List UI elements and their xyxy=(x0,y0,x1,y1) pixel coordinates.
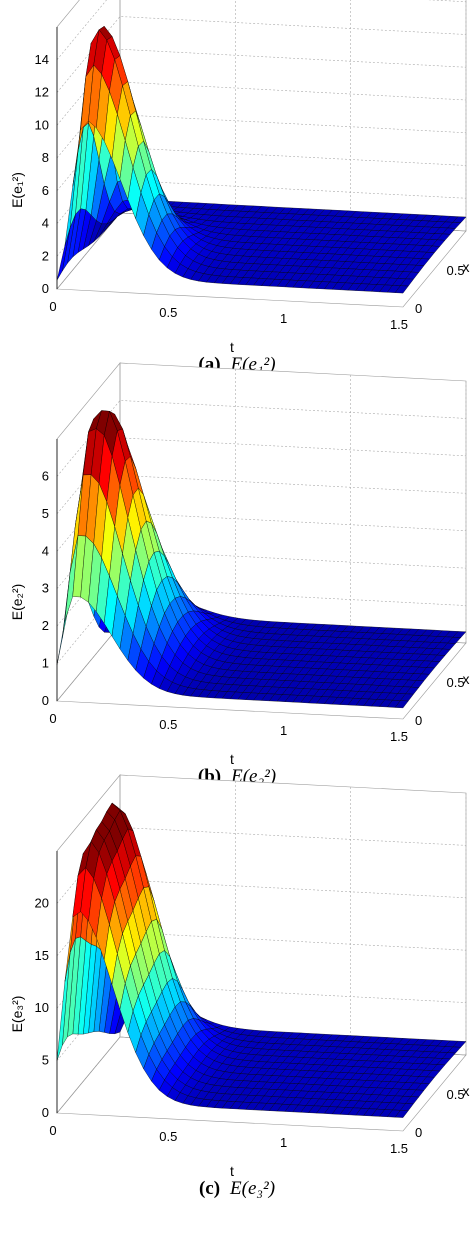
plot-2-x-tick-label: 0.5 xyxy=(447,1087,465,1102)
plot-0-x-tick-label: 0 xyxy=(415,301,422,316)
plot-1-z-tick-label: 6 xyxy=(42,468,49,483)
plot-1-grid-hline xyxy=(56,587,467,664)
plot-0-z-tick-label: 14 xyxy=(35,52,49,67)
plot-1-x-axis-label: x xyxy=(463,671,470,687)
plot-2-floor xyxy=(56,1036,467,1132)
plot-0-z-tick-label: 10 xyxy=(35,117,49,132)
plot-2-grid-hline xyxy=(56,984,467,1061)
plot-2-x-axis-label: x xyxy=(463,1083,470,1099)
plot-0-t-tick-label: 1.5 xyxy=(390,317,408,332)
plot-1-z-tick-label: 4 xyxy=(42,543,49,558)
plot-1-x-tick-label: 0.5 xyxy=(447,675,465,690)
plot-0-z-tick-label: 12 xyxy=(35,85,49,100)
plot-1-t-tick-label: 0 xyxy=(49,711,56,726)
caption-c-tag: (c) xyxy=(198,1178,221,1199)
plot-2-t-axis-label: t xyxy=(230,1163,234,1179)
plot-0-t-tick-label: 0.5 xyxy=(159,305,177,320)
plot-0-surface-patch xyxy=(394,285,409,294)
plot-2-surface-patch xyxy=(394,1110,409,1118)
plot-1-z-axis-label: E(e₂²) xyxy=(9,584,25,621)
plot-0-z-tick-label: 4 xyxy=(42,216,49,231)
plot-0-z-tick-label: 2 xyxy=(42,248,49,263)
plot-1-t-tick-label: 1 xyxy=(280,723,287,738)
plot-1-surface-patch xyxy=(394,700,409,709)
plot-0-t-axis-label: t xyxy=(230,339,234,355)
plot-2-t-tick-label: 0 xyxy=(49,1123,56,1138)
plot-2-z-tick-label: 5 xyxy=(42,1053,49,1068)
plot-0-z-tick-label: 8 xyxy=(42,150,49,165)
plot-2-z-axis-label: E(e₃²) xyxy=(9,996,25,1033)
plot-1-t-tick-label: 1.5 xyxy=(390,729,408,744)
plot-0-x-tick-label: 0.5 xyxy=(447,263,465,278)
plot-1-z-tick-label: 1 xyxy=(42,656,49,671)
plot-1-surface-patch xyxy=(56,572,71,666)
plot-0-grid-hline xyxy=(56,81,467,159)
plot-2-z-tick-label: 20 xyxy=(35,895,49,910)
plot-1-t-tick-label: 0.5 xyxy=(159,717,177,732)
plot-1-z-tick-label: 5 xyxy=(42,506,49,521)
plot-2-z-tick-label: 15 xyxy=(35,948,49,963)
plot-0-z-axis-label: E(e₁²) xyxy=(9,172,25,208)
plot-0-t-tick-label: 0 xyxy=(49,299,56,314)
plot-1-z-tick-label: 0 xyxy=(42,693,49,708)
plot-0-x-axis-label: x xyxy=(463,259,470,275)
plot-1-z-tick-label: 2 xyxy=(42,618,49,633)
plot-2-t-tick-label: 1.5 xyxy=(390,1141,408,1156)
plot-0-z-tick-label: 0 xyxy=(42,281,49,296)
plot-0-back-wall xyxy=(119,0,467,232)
plot-1-surface xyxy=(56,410,467,709)
plot-2-z-tick-label: 0 xyxy=(42,1105,49,1120)
plot-1-z-tick-label: 3 xyxy=(42,581,49,596)
plot-2-surface xyxy=(56,802,467,1118)
plot-0-grid-hline xyxy=(56,0,467,60)
plot-1-x-tick-label: 0 xyxy=(415,713,422,728)
plot-1-grid-hline xyxy=(56,437,467,515)
plot-0-grid-hline xyxy=(56,48,467,126)
caption-c: (c) E(e₃²) xyxy=(0,1178,474,1200)
plot-0-grid-hline xyxy=(56,16,467,93)
plot-0-surface xyxy=(56,25,467,294)
plot-1-floor xyxy=(56,624,467,720)
plot-2-x-tick-label: 0 xyxy=(415,1125,422,1140)
plot-2-z-tick-label: 10 xyxy=(35,1000,49,1015)
plot-0-t-tick-label: 1 xyxy=(280,311,287,326)
caption-c-math: E(e₃²) xyxy=(230,1178,276,1199)
plot-1-t-axis-label: t xyxy=(230,751,234,767)
plot-2-t-tick-label: 0.5 xyxy=(159,1129,177,1144)
plot-1-grid-hline xyxy=(56,549,467,627)
plot-2-t-tick-label: 1 xyxy=(280,1135,287,1150)
plot-0-floor xyxy=(56,212,467,308)
plot-0-z-tick-label: 6 xyxy=(42,183,49,198)
plot-1-grid-hline xyxy=(56,400,467,477)
